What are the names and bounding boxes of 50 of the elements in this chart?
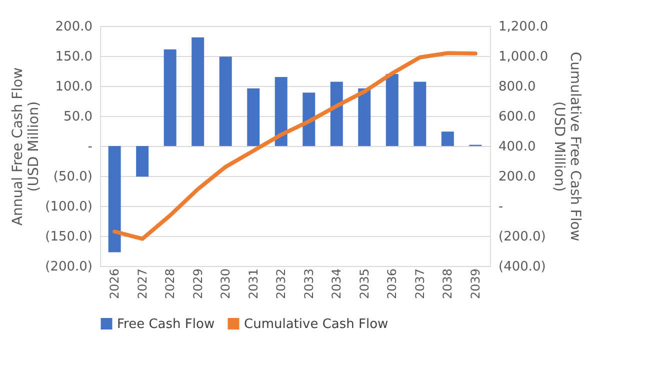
x-tick-label: 2037 — [412, 268, 427, 300]
y2-tick-label: - — [498, 200, 504, 214]
x-tick-label: 2026 — [108, 268, 122, 300]
y2-tick-label: (200.0) — [498, 230, 546, 244]
bar — [108, 146, 121, 252]
y2-tick-label: 400.0 — [498, 140, 536, 154]
bar — [302, 92, 316, 146]
y-axis-title: Annual Free Cash Flow (USD Million) — [10, 67, 42, 226]
bar — [192, 37, 204, 146]
bar — [330, 82, 343, 146]
x-tick-label: 2031 — [246, 268, 260, 300]
bar — [247, 88, 260, 146]
legend-label: Free Cash Flow — [117, 316, 215, 332]
y2-axis-title: Cumulative Free Cash Flow (USD Million) — [551, 52, 584, 242]
y-tick-label: (200.0) — [45, 260, 92, 274]
bar — [274, 77, 288, 146]
y2-tick-label: 200.0 — [498, 170, 536, 184]
y-tick-label: 150.0 — [55, 50, 92, 64]
y-tick-label: 100.0 — [55, 80, 92, 94]
bar — [441, 132, 454, 146]
x-tick-label: 2038 — [440, 268, 455, 300]
legend-label: Cumulative Cash Flow — [244, 316, 389, 332]
y-tick-label: (100.0) — [45, 200, 92, 214]
bar — [136, 146, 149, 177]
x-tick-label: 2027 — [135, 268, 150, 300]
y-tick-label: (150.0) — [45, 230, 92, 244]
x-tick-label: 2030 — [218, 268, 233, 300]
line-series — [112, 51, 478, 241]
x-tick-label: 2028 — [163, 268, 178, 300]
y-tick-label: - — [88, 140, 93, 154]
x-tick-label: 2033 — [302, 268, 316, 300]
x-tick-label: 2039 — [468, 268, 482, 300]
bar — [219, 56, 232, 146]
bar — [414, 82, 426, 146]
y2-tick-label: 600.0 — [498, 110, 536, 124]
y-tick-label: (50.0) — [53, 170, 92, 184]
y2-tick-label: (400.0) — [498, 260, 546, 274]
x-tick-label: 2035 — [357, 268, 372, 300]
bar — [164, 49, 176, 146]
x-tick-label: 2034 — [330, 268, 344, 300]
y-tick-label: 50.0 — [64, 110, 92, 124]
bar — [358, 88, 371, 146]
bar — [386, 74, 398, 146]
x-tick-label: 2032 — [274, 268, 288, 300]
x-tick-label: 2036 — [385, 268, 400, 300]
y-tick-label: 200.0 — [55, 20, 92, 34]
y2-tick-label: 800.0 — [498, 80, 536, 94]
y2-tick-label: 1,200.0 — [498, 20, 548, 34]
x-tick-label: 2029 — [190, 268, 205, 300]
y2-tick-label: 1,000.0 — [498, 50, 548, 64]
